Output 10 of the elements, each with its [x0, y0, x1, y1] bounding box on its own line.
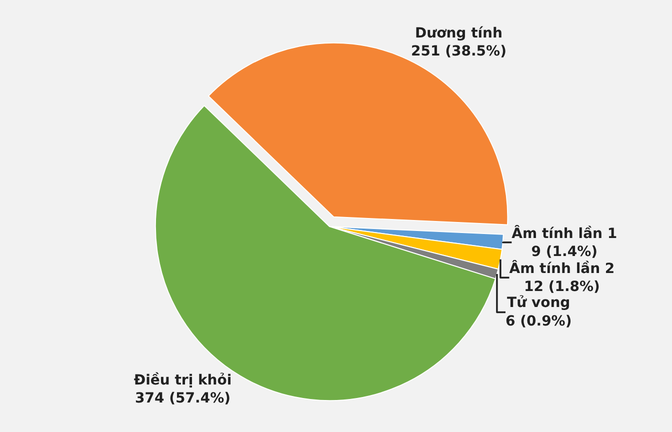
data-label: 6 (0.9%) — [505, 313, 572, 330]
data-label: 251 (38.5%) — [411, 44, 506, 60]
slice-label: Điều trị khỏi — [134, 371, 232, 388]
slice-label: Dương tính — [414, 26, 502, 42]
data-label: 374 (57.4%) — [135, 390, 231, 407]
slice-label: Tử vong — [507, 295, 570, 312]
slice-label: Âm tính lần 2 — [509, 260, 615, 277]
data-label: 9 (1.4%) — [531, 244, 598, 260]
data-label: 12 (1.8%) — [524, 279, 600, 296]
slice-label: Âm tính lần 1 — [512, 224, 618, 242]
